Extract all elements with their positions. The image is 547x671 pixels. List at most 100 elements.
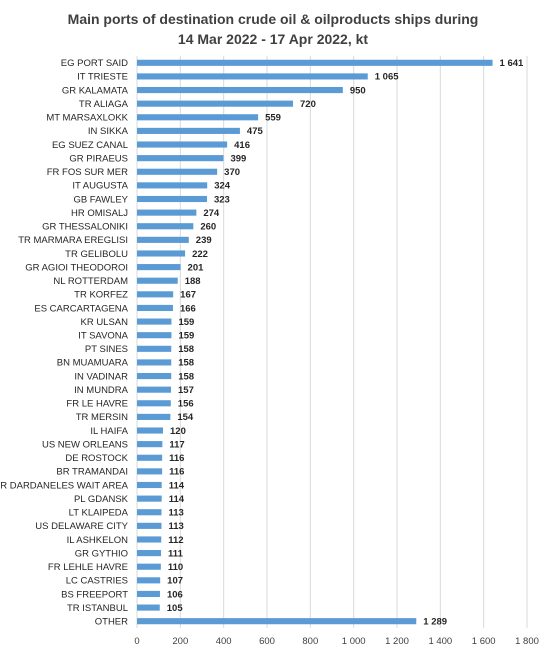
chart-title-line-2: 14 Mar 2022 - 17 Apr 2022, kt [178,31,368,47]
x-tick-label: 400 [216,636,232,647]
data-label: 1 641 [500,58,524,69]
data-label: 416 [234,140,250,151]
bar [137,223,194,230]
bar [137,318,172,325]
bar [137,155,224,162]
category-label: TR KORFEZ [74,290,128,301]
bar [137,209,197,216]
category-label: PT SINES [85,344,128,355]
data-label: 323 [214,194,230,205]
bar [137,100,293,107]
bar [137,59,493,66]
data-label: 158 [178,344,194,355]
data-label: 188 [185,276,201,287]
bar [137,577,161,584]
category-label: GR AGIOI THEODOROI [25,262,128,273]
data-label: 116 [169,467,184,478]
chart-title-line-1: Main ports of destination crude oil & oi… [68,11,479,27]
category-label: TR MERSIN [76,412,128,423]
bar [137,372,172,380]
category-label: HR OMISALJ [71,208,128,219]
bar [137,182,208,189]
bar [137,618,417,625]
category-label: GR KALAMATA [62,85,129,96]
x-tick-label: 1 000 [342,636,366,647]
category-label: US DELAWARE CITY [35,521,128,532]
category-label: IT SAVONA [78,330,128,341]
bar [137,168,218,175]
category-label: IN VADINAR [74,371,128,382]
data-label: 154 [177,412,194,423]
data-label: 159 [178,330,194,341]
bar [137,332,172,339]
category-label: MT MARSAXLOKK [46,113,128,124]
bar [137,522,162,529]
data-label: 1 289 [423,616,447,627]
bar [137,590,160,598]
bar [137,264,181,271]
data-label: 114 [169,494,185,505]
bar [137,563,161,570]
x-tick-label: 200 [172,636,188,647]
bar [137,413,171,420]
data-label: 399 [230,153,246,164]
bars [137,59,493,625]
bar [137,127,240,134]
data-label: 222 [192,249,208,260]
bar [137,236,189,243]
x-tick-label: 800 [302,636,318,647]
category-label: LT KLAIPEDA [69,508,129,519]
category-label: PL GDANSK [74,494,129,505]
bar [137,359,172,366]
data-label: 475 [247,126,264,137]
bar [137,454,163,461]
data-label: 105 [167,603,184,614]
data-label: 158 [178,371,194,382]
data-label: 950 [350,85,366,96]
bar [137,114,259,121]
data-label: 559 [265,113,281,124]
x-tick-label: 1 400 [428,636,452,647]
category-label: IL ASHKELON [67,535,129,546]
category-label: TR ISTANBUL [67,603,128,614]
bar [137,141,228,148]
category-label: US NEW ORLEANS [42,439,128,450]
category-label: ES CARCARTAGENA [34,303,128,314]
category-label: BN MUAMUARA [57,358,129,369]
data-label: 159 [178,317,194,328]
x-tick-label: 1 200 [385,636,409,647]
bar [137,86,343,94]
bar [137,304,173,312]
category-label: FR LEHLE HAVRE [48,562,128,573]
x-axis-tick-labels: 0 200 400 600 800 1 000 1 200 1 400 1 600 1 800 [134,636,539,647]
data-label: 720 [300,99,316,110]
data-label: 274 [203,208,220,219]
data-label: 116 [169,453,184,464]
category-label: KR ULSAN [80,317,128,328]
data-label: 112 [168,535,183,546]
data-label: 166 [180,303,196,314]
bar [137,386,172,393]
data-label: 260 [200,222,216,233]
data-label: 158 [178,358,194,369]
data-label: 106 [167,589,183,600]
data-label: 117 [169,439,184,450]
data-label: 157 [178,385,194,396]
data-label: 114 [169,480,185,491]
bar [137,604,160,611]
bar [137,73,368,80]
data-label: 113 [168,508,183,519]
grid-lines [136,56,528,628]
x-tick-label: 600 [259,636,275,647]
data-label: 201 [188,262,205,273]
category-label: IN MUNDRA [74,385,128,396]
category-label: OTHER [95,616,128,627]
x-tick-label: 1 800 [515,636,539,647]
data-label: 324 [214,181,231,192]
data-label: 370 [224,167,240,178]
category-label: LC CASTRIES [66,576,128,587]
bar [137,250,186,257]
category-label: TR DARDANELES WAIT AREA [0,480,129,491]
category-label: IT TRIESTE [77,72,128,83]
